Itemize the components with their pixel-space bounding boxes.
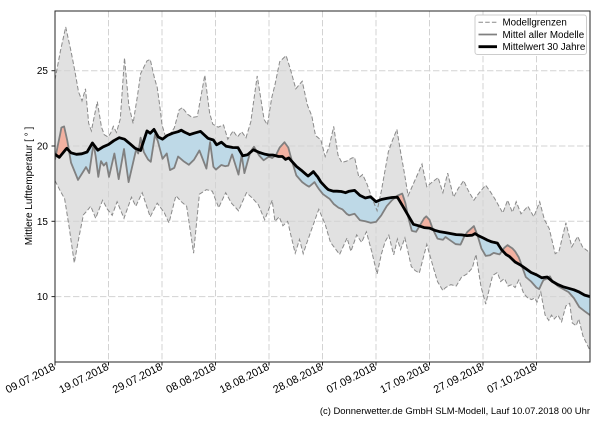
svg-text:Mittelwert 30 Jahre: Mittelwert 30 Jahre: [503, 42, 586, 53]
svg-text:Modellgrenzen: Modellgrenzen: [503, 18, 567, 29]
svg-text:15: 15: [37, 217, 49, 228]
svg-text:Mittlere Lufttemperatur [ ° ]: Mittlere Lufttemperatur [ ° ]: [24, 127, 35, 246]
svg-text:25: 25: [37, 66, 49, 77]
svg-text:10: 10: [37, 292, 49, 303]
svg-text:Mittel aller Modelle: Mittel aller Modelle: [503, 30, 585, 41]
svg-text:20: 20: [37, 142, 49, 153]
svg-text:(c) Donnerwetter.de GmbH SLM-M: (c) Donnerwetter.de GmbH SLM-Modell, Lau…: [320, 406, 590, 417]
